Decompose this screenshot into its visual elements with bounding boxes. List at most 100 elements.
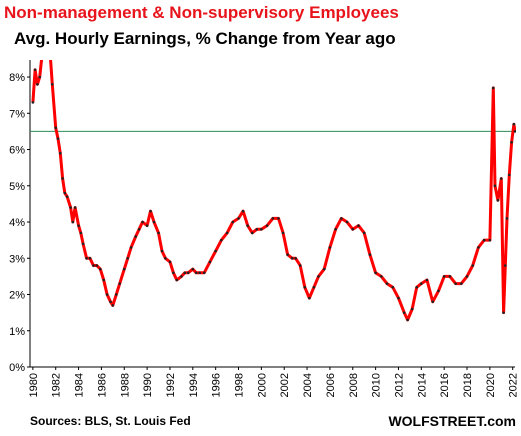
x-tick-label: 1982 (51, 373, 63, 397)
data-point (58, 151, 62, 155)
data-point (198, 271, 201, 275)
x-tick-label: 1998 (234, 373, 246, 397)
data-point (460, 282, 463, 285)
data-point (63, 191, 67, 195)
data-point (50, 82, 54, 86)
data-point (186, 271, 190, 275)
data-point (294, 256, 297, 260)
data-point (180, 275, 183, 278)
x-tick-label: 2018 (462, 373, 474, 397)
data-point (56, 137, 60, 140)
data-point (385, 282, 389, 285)
y-tick-label: 7% (9, 108, 25, 120)
data-point (397, 296, 400, 300)
data-point (220, 238, 223, 242)
data-point (340, 217, 343, 220)
data-point (231, 220, 235, 224)
data-point (260, 227, 263, 231)
data-point (31, 101, 35, 104)
y-tick-label: 3% (9, 253, 25, 265)
data-point (477, 246, 480, 249)
data-point (141, 220, 144, 224)
x-tick-label: 2014 (416, 373, 428, 397)
data-point (77, 224, 80, 227)
data-point (79, 231, 83, 235)
data-point (482, 238, 486, 242)
data-point (368, 253, 372, 256)
data-point (406, 318, 409, 322)
data-point (465, 275, 469, 278)
x-tick-label: 1984 (74, 373, 86, 397)
data-point (502, 311, 505, 314)
data-point (38, 75, 42, 79)
data-point (425, 278, 429, 282)
data-point (308, 296, 311, 300)
data-point (317, 275, 320, 278)
data-point (54, 126, 58, 130)
x-tick-label: 1988 (119, 373, 131, 397)
data-point (410, 307, 414, 311)
data-point (208, 260, 212, 264)
data-point (431, 300, 435, 304)
data-point (92, 264, 95, 267)
data-point (312, 285, 316, 289)
data-point (471, 264, 475, 267)
y-tick-label: 1% (9, 326, 25, 338)
data-point (114, 293, 118, 296)
data-point (168, 260, 172, 264)
x-tick-label: 1986 (96, 373, 108, 397)
plot (31, 54, 516, 322)
data-point (69, 206, 72, 209)
data-point (126, 256, 129, 260)
data-point (41, 54, 44, 57)
data-point (334, 227, 337, 231)
data-point (241, 209, 245, 213)
data-point (183, 271, 187, 275)
data-point (499, 177, 503, 180)
x-tick-label: 2020 (485, 373, 497, 397)
data-point (505, 217, 509, 220)
data-point (194, 271, 198, 275)
data-line (31, 60, 516, 322)
data-point (95, 264, 99, 267)
x-tick-label: 2012 (393, 373, 405, 397)
x-tick-label: 2022 (508, 373, 520, 397)
data-point (402, 311, 406, 314)
x-tick-label: 1994 (188, 373, 200, 397)
chart-subtitle: Avg. Hourly Earnings, % Change from Year… (14, 29, 396, 48)
data-point (33, 68, 37, 72)
x-tick-label: 1992 (165, 373, 177, 397)
y-tick-label: 2% (9, 290, 25, 302)
data-point (225, 231, 229, 235)
data-point (71, 220, 75, 224)
data-point (281, 231, 285, 235)
chart-title: Non-management & Non-supervisory Employe… (4, 3, 399, 22)
x-tick-label: 2004 (302, 373, 314, 397)
data-point (512, 122, 516, 126)
x-tick-label: 1990 (142, 373, 154, 397)
data-point (255, 227, 259, 231)
data-point (105, 293, 109, 296)
data-point (303, 285, 307, 289)
y-tick-label: 0% (9, 362, 25, 374)
y-tick-label: 6% (9, 145, 25, 157)
data-point (61, 177, 64, 180)
source-note: Sources: BLS, St. Louis Fed (30, 414, 191, 428)
data-point (98, 267, 102, 271)
data-point (134, 235, 137, 238)
data-point (36, 82, 39, 86)
data-point (503, 264, 507, 267)
data-point (246, 224, 249, 227)
data-point (85, 256, 88, 260)
x-tick-label: 2010 (371, 373, 383, 397)
data-point (265, 224, 269, 227)
data-point (488, 238, 492, 242)
data-point (442, 275, 446, 278)
data-point (513, 130, 516, 133)
data-point (118, 282, 121, 285)
data-point (137, 227, 141, 231)
data-point (496, 198, 500, 202)
x-tick-label: 2002 (279, 373, 291, 397)
data-point (380, 275, 383, 278)
